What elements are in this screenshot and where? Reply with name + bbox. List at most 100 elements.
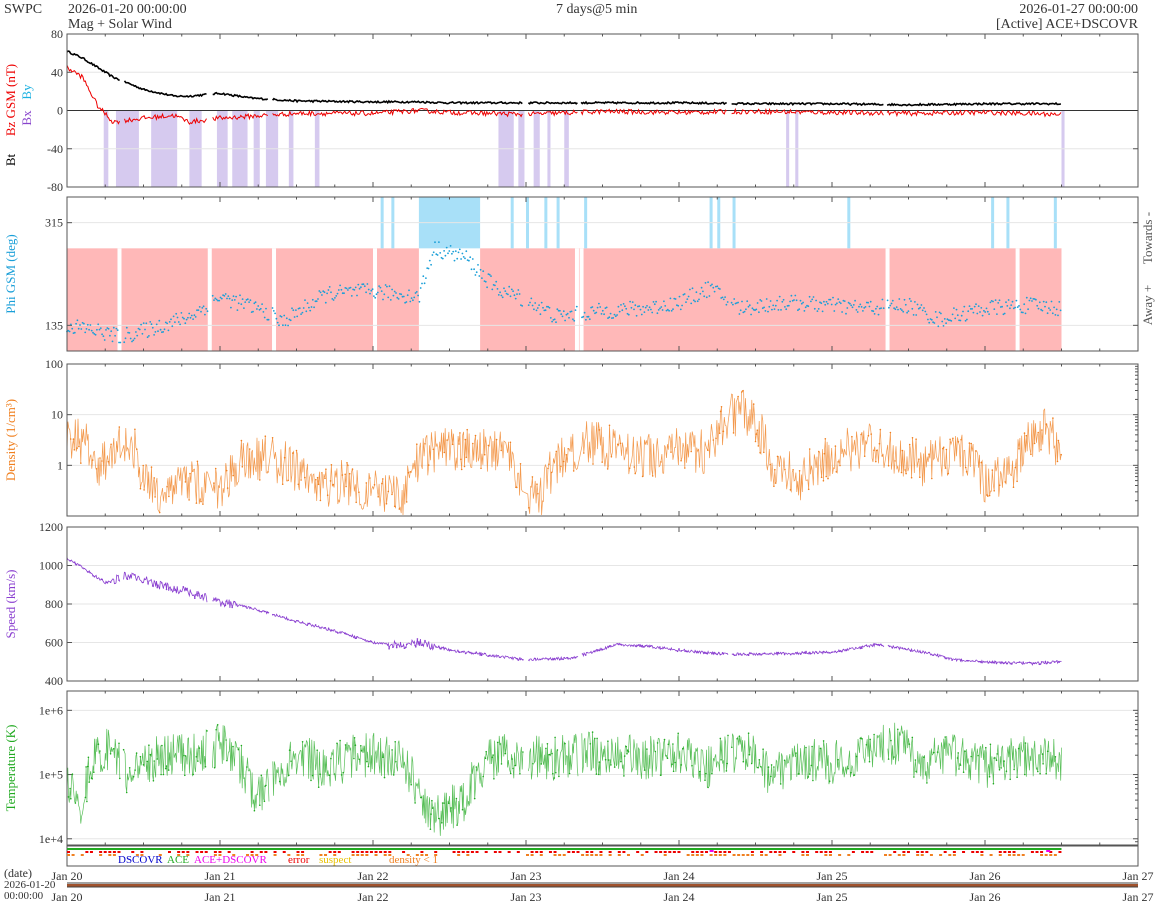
phi-point [559, 309, 561, 312]
phi-point [1027, 308, 1029, 311]
phi-point [85, 328, 88, 330]
series-bz-gsm [580, 108, 727, 116]
status-density-mark [301, 854, 305, 856]
phi-point [464, 257, 466, 260]
status-density-mark [695, 854, 699, 856]
phi-point [631, 301, 634, 303]
phi-point [601, 309, 604, 312]
phi-point [784, 306, 786, 308]
phi-point [115, 327, 118, 330]
phi-point [84, 331, 87, 334]
status-error-mark [1035, 851, 1039, 853]
phi-point [402, 295, 405, 298]
phi-point [929, 318, 932, 320]
date-axis-label: (date) [4, 866, 32, 880]
temp-frame [66, 690, 1139, 846]
phi-point [657, 309, 660, 311]
phi-point [950, 320, 953, 322]
phi-point [553, 318, 556, 321]
phi-point [211, 294, 214, 297]
status-density-mark [530, 854, 534, 856]
status-error-mark [195, 851, 199, 853]
phi-point [473, 268, 475, 271]
phi-point [672, 308, 674, 311]
phi-point [295, 309, 297, 311]
phi-point [1048, 307, 1050, 309]
status-error-mark [177, 851, 181, 853]
phi-point [738, 313, 741, 315]
status-density-mark [1012, 854, 1016, 856]
phi-point [109, 334, 111, 337]
phi-point [488, 273, 491, 276]
status-error-mark [466, 851, 470, 853]
phi-point [921, 309, 924, 312]
phi-point [769, 300, 772, 302]
phi-point [791, 299, 794, 302]
phi-point [613, 313, 616, 316]
phi-point [90, 329, 93, 332]
phi-point [83, 322, 85, 325]
status-density-mark [709, 854, 713, 856]
phi-point [110, 330, 113, 333]
phi-point [546, 305, 548, 308]
phi-point [959, 319, 962, 322]
phi-point [542, 306, 544, 309]
phi-point [1049, 309, 1052, 311]
phi-point [391, 288, 393, 291]
status-density-mark [847, 854, 851, 856]
phi-point [205, 307, 208, 310]
status-density-mark [760, 854, 764, 856]
phi-point [893, 307, 895, 310]
status-density-mark [351, 854, 355, 856]
phi-point [1010, 304, 1013, 306]
phi-gap [207, 248, 212, 351]
phi-point [633, 308, 635, 311]
series-density [66, 389, 1062, 516]
phi-gap [579, 248, 584, 351]
status-error-mark [750, 851, 754, 853]
status-error-mark [548, 851, 552, 853]
phi-point [832, 296, 834, 299]
phi-gap [272, 248, 277, 351]
phi-point [686, 298, 689, 300]
phi-point [360, 286, 362, 289]
series-temperature [731, 724, 885, 793]
phi-point [339, 284, 341, 287]
phi-point [989, 301, 992, 304]
phi-point [962, 310, 964, 313]
phi-point [758, 311, 760, 314]
status-error-mark [452, 851, 456, 853]
phi-point [453, 259, 456, 262]
end-time: 2026-01-27 00:00:00 [1019, 2, 1138, 17]
phi-point [77, 327, 80, 330]
phi-point [460, 258, 462, 260]
phi-point [177, 321, 180, 323]
status-density-mark [333, 854, 337, 856]
phi-point [405, 301, 408, 303]
status-error-mark [200, 851, 204, 853]
phi-point [193, 314, 196, 317]
status-error-mark [337, 851, 341, 853]
phi-point [366, 283, 369, 285]
status-combined-mark [1046, 850, 1051, 852]
phi-point [470, 268, 473, 271]
phi-point [1055, 308, 1058, 311]
phi-point [777, 309, 780, 311]
status-density-mark [246, 854, 250, 856]
phi-point [971, 308, 973, 310]
status-error-mark [695, 851, 699, 853]
phi-point [841, 311, 843, 313]
phi-point [855, 309, 858, 311]
phi-point [292, 309, 295, 312]
phi-point [188, 312, 191, 315]
phi-point [102, 335, 105, 338]
series-bz-gsm [886, 109, 1062, 118]
phi-point [349, 286, 352, 289]
status-error-mark [530, 851, 534, 853]
phi-point [125, 326, 128, 329]
series-speed [731, 642, 885, 657]
phi-point [107, 327, 110, 330]
phi-point [585, 318, 587, 321]
phi-point [304, 299, 306, 301]
phi-point [508, 285, 511, 288]
